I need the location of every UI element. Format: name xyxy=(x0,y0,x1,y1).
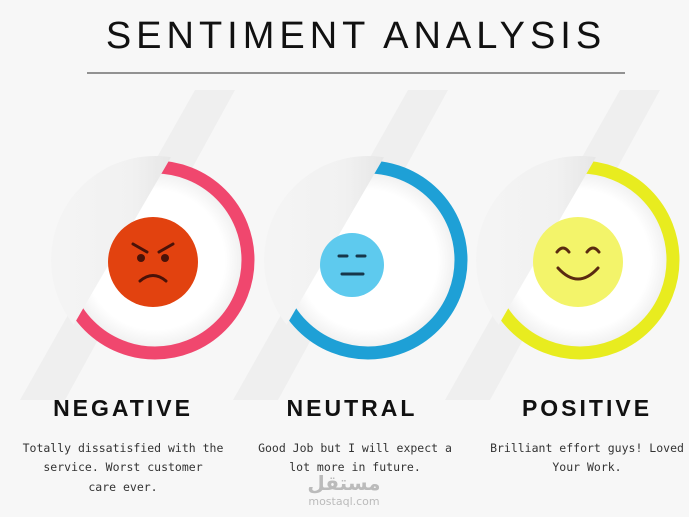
description-line: service. Worst customer xyxy=(43,460,202,474)
description-line: Brilliant effort guys! Loved xyxy=(490,441,684,455)
description-line: care ever. xyxy=(88,480,157,494)
description-line: Good Job but I will expect a xyxy=(258,441,452,455)
description-line: Your Work. xyxy=(552,460,621,474)
watermark-latin: mostaql.com xyxy=(308,495,379,508)
negative-badge xyxy=(51,156,255,364)
watermark-arabic: مستقل xyxy=(307,471,380,495)
sentiment-label: POSITIVE xyxy=(522,395,652,421)
description-line: lot more in future. xyxy=(289,460,421,474)
description-line: Totally dissatisfied with the xyxy=(23,441,224,455)
sentiment-label: NEGATIVE xyxy=(53,395,193,421)
sentiment-label: NEUTRAL xyxy=(287,395,418,421)
positive-badge xyxy=(476,156,680,364)
title: SENTIMENT ANALYSIS xyxy=(106,15,606,57)
neutral-badge xyxy=(264,156,468,364)
